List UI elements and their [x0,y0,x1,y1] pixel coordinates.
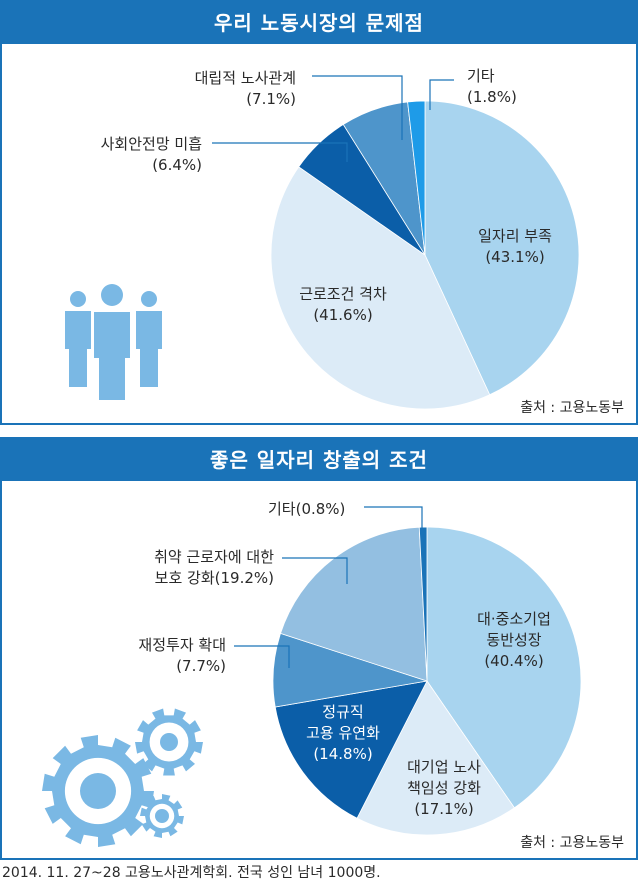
pie-slice-0 [424,100,580,396]
pie-slice-5 [418,526,428,682]
label-working-conditions: 근로조건 격차 (41.6%) [278,284,408,326]
panel-title: 우리 노동시장의 문제점 [2,2,636,44]
leader-line-labor-relations [312,75,403,140]
slice-value: (6.4%) [152,156,202,174]
slice-label: 기타(0.8%) [268,500,346,518]
slice-value: (40.4%) [484,652,544,670]
slice-value: (1.8%) [467,88,517,106]
slice-label: 일자리 부족 [478,227,552,245]
pie-slice-4 [280,526,428,682]
source-note: 출처 : 고용노동부 [520,835,624,851]
leader-line-fiscal [234,645,290,668]
pie-slice-1 [270,166,491,410]
people-icon [65,284,162,400]
leader-lines [234,506,423,668]
pie-slice-0 [426,526,582,809]
leader-line-other [364,506,423,531]
survey-footnote: 2014. 11. 27~28 고용노사관계학회. 전국 성인 남녀 1000명… [2,865,381,881]
slice-label: 책임성 강화 [407,779,481,797]
chart-panel-problems: 우리 노동시장의 문제점 기타 (1.8%) 대립적 노사관계 (7.1%) 사… [0,0,638,425]
slice-label: 사회안전망 미흡 [100,135,202,153]
slice-value: (14.8%) [313,745,373,763]
label-responsibility: 대기업 노사 책임성 강화 (17.1%) [384,757,504,820]
panel-title: 좋은 일자리 창출의 조건 [2,439,636,481]
slice-value: (17.1%) [414,800,474,818]
slice-label: 대기업 노사 [407,758,481,776]
slice-label: 기타 [467,67,495,85]
slice-label: 재정투자 확대 [138,636,226,654]
pie-slices [272,526,582,836]
pie-slice-1 [356,680,515,836]
pie-chart-problems [65,75,580,410]
label-shared-growth: 대·중소기업 동반성장 (40.4%) [454,609,574,672]
slice-label: 대립적 노사관계 [194,69,296,87]
label-job-shortage: 일자리 부족 (43.1%) [450,226,580,268]
pie-slice-2 [274,680,428,819]
label-safety-net: 사회안전망 미흡 (6.4%) [52,134,202,176]
leader-line-protection [282,557,348,584]
source-note: 출처 : 고용노동부 [520,400,624,416]
label-labor-relations: 대립적 노사관계 (7.1%) [160,68,296,110]
label-protection: 취약 근로자에 대한 보호 강화(19.2%) [102,547,274,589]
label-flexibility: 정규직 고용 유연화 (14.8%) [288,702,398,765]
slice-value: (43.1%) [485,248,545,266]
slice-label: 근로조건 격차 [299,285,387,303]
slice-label: 보호 강화(19.2%) [154,569,274,587]
chart-panel-conditions: 좋은 일자리 창출의 조건 기타(0.8%) 취약 근로자에 대한 보호 강화(… [0,437,638,860]
slice-label: 대·중소기업 [477,610,551,628]
slice-value: (7.1%) [246,90,296,108]
slice-value: (41.6%) [313,306,373,324]
slice-value: (7.7%) [176,657,226,675]
label-other-1: 기타 (1.8%) [467,66,517,108]
slice-label: 정규직 [322,703,364,721]
label-other-2: 기타(0.8%) [268,499,345,520]
leader-lines [212,75,454,162]
leader-line-other [429,79,454,110]
slice-label: 동반성장 [486,631,542,649]
pie-chart-conditions [42,506,582,847]
gears-icon [42,708,203,847]
slice-label: 고용 유연화 [306,724,380,742]
leader-line-safety-net [212,142,348,162]
label-fiscal: 재정투자 확대 (7.7%) [90,635,226,677]
pie-slice-4 [407,100,426,256]
slice-label: 취약 근로자에 대한 [154,548,274,566]
